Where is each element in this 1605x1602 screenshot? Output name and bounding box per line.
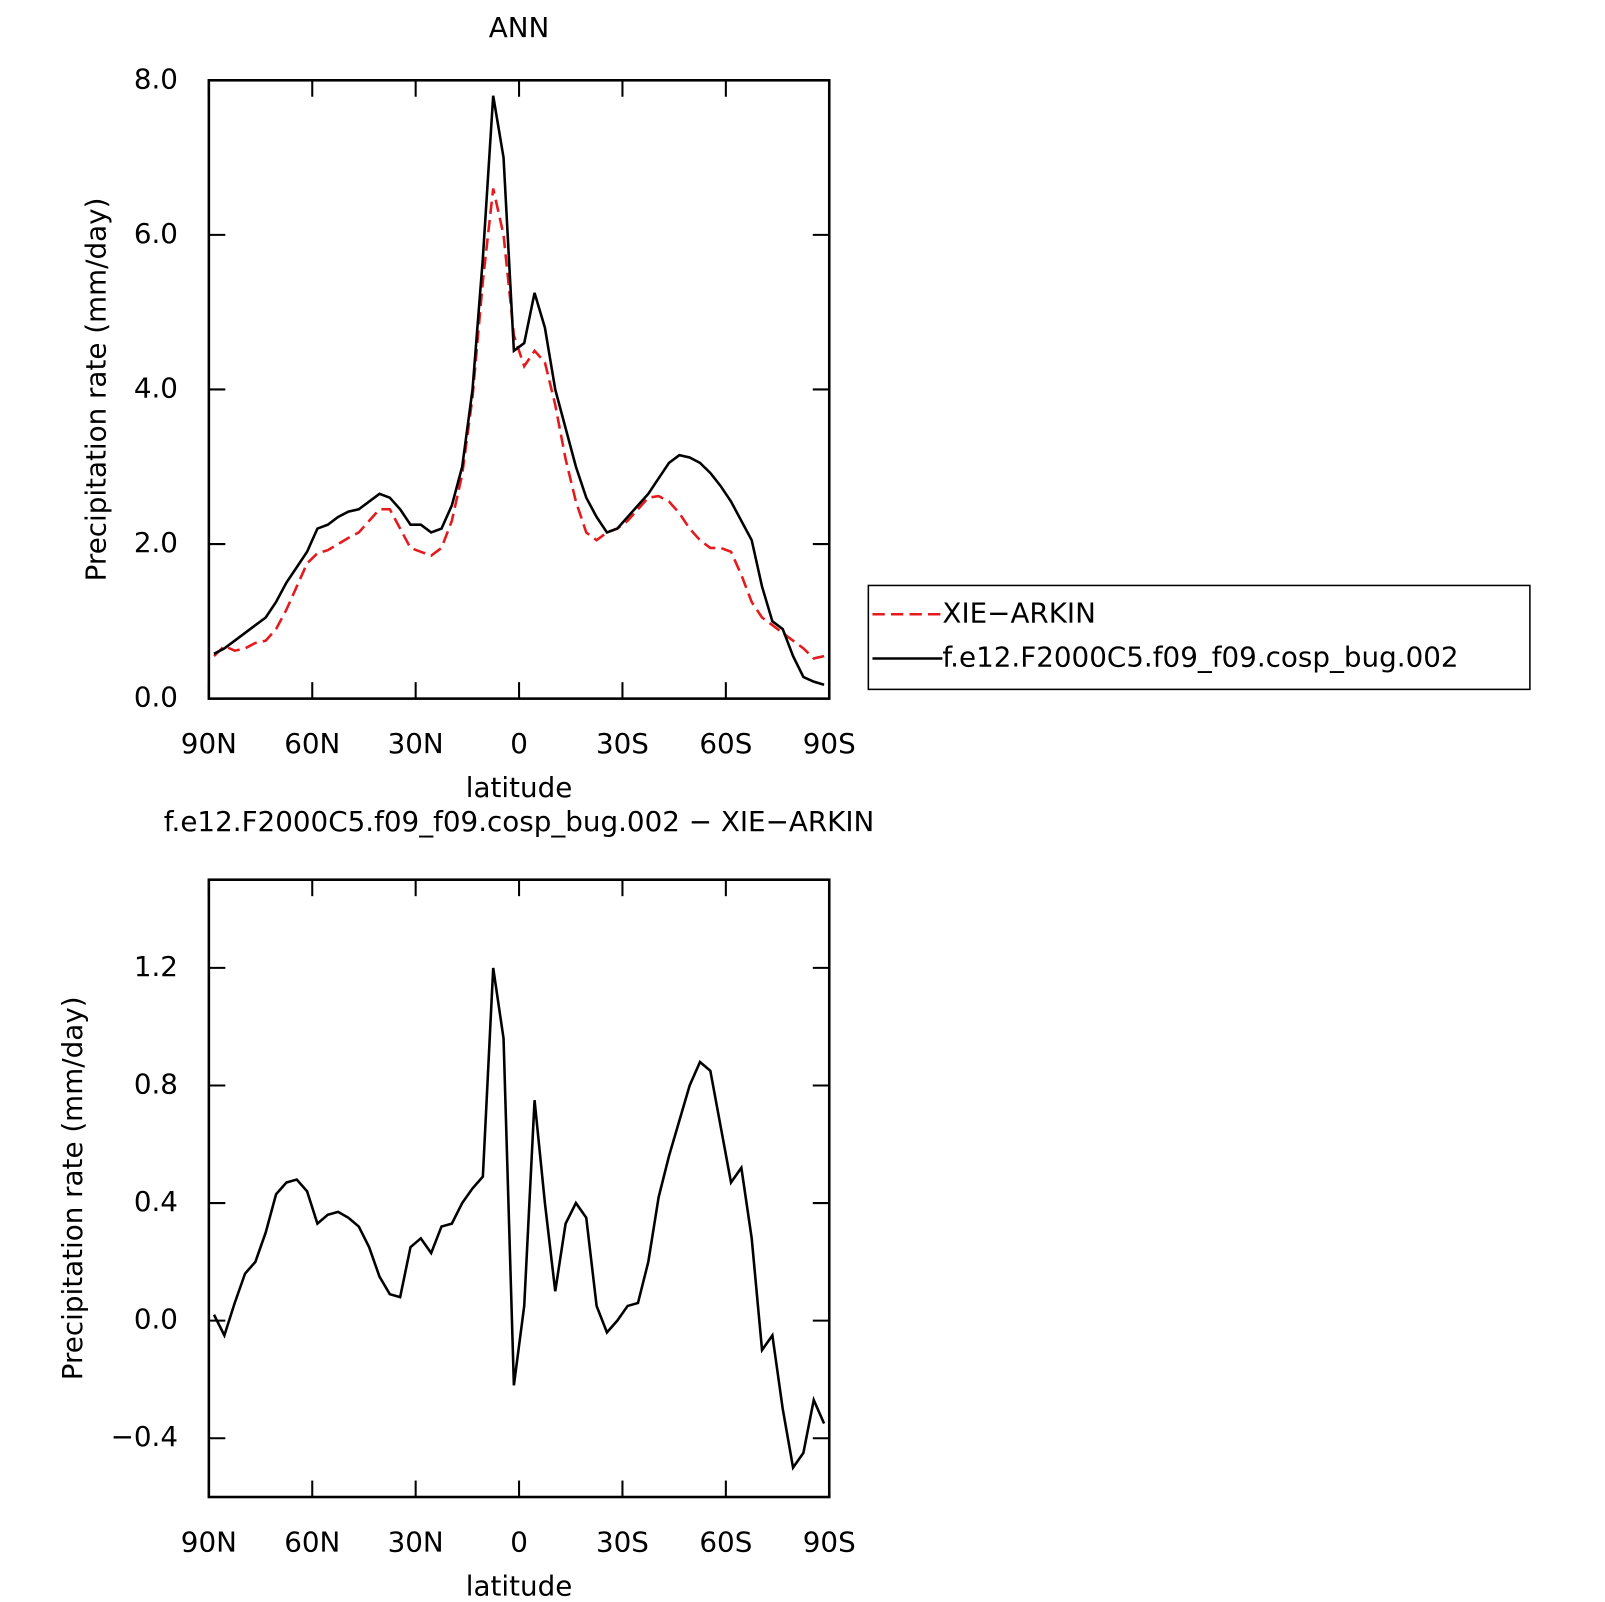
y-tick-label: −0.4 [111,1420,178,1453]
y-tick-label: 0.8 [134,1067,178,1100]
y-tick-label: 0.0 [134,681,178,714]
plot-frame [207,79,831,700]
legend-label: XIE−ARKIN [942,596,1095,629]
chart-title: ANN [489,11,550,44]
legend-box [867,584,1531,691]
chart-title: f.e12.F2000C5.f09_f09.cosp_bug.002 − XIE… [164,805,875,838]
x-tick-label: 30S [596,1525,649,1558]
x-tick-label: 30S [596,727,649,760]
plot-frame [207,878,831,1499]
x-tick-label: 60N [284,727,340,760]
x-tick-label: 60S [699,1525,752,1558]
x-tick-label: 0 [510,1525,528,1558]
y-axis-label: Precipitation rate (mm/day) [56,996,89,1380]
x-tick-label: 60S [699,727,752,760]
legend-label: f.e12.F2000C5.f09_f09.cosp_bug.002 [942,641,1458,674]
y-tick-label: 2.0 [134,526,178,559]
x-tick-label: 90N [181,727,237,760]
y-tick-label: 6.0 [134,217,178,250]
y-tick-label: 4.0 [134,371,178,404]
y-tick-label: 8.0 [134,62,178,95]
x-tick-label: 90N [181,1525,237,1558]
x-tick-label: 60N [284,1525,340,1558]
x-tick-label: 90S [803,1525,856,1558]
x-tick-label: 30N [388,1525,444,1558]
x-tick-label: 0 [510,727,528,760]
y-axis-label: Precipitation rate (mm/day) [80,198,113,582]
x-axis-label: latitude [466,771,573,804]
x-axis-label: latitude [466,1570,573,1602]
x-tick-label: 30N [388,727,444,760]
data-line [213,95,825,686]
y-tick-label: 1.2 [134,950,178,983]
y-tick-label: 0.0 [134,1303,178,1336]
data-line [212,967,826,1471]
y-tick-label: 0.4 [134,1185,178,1218]
x-tick-label: 90S [803,727,856,760]
data-line [213,188,825,660]
